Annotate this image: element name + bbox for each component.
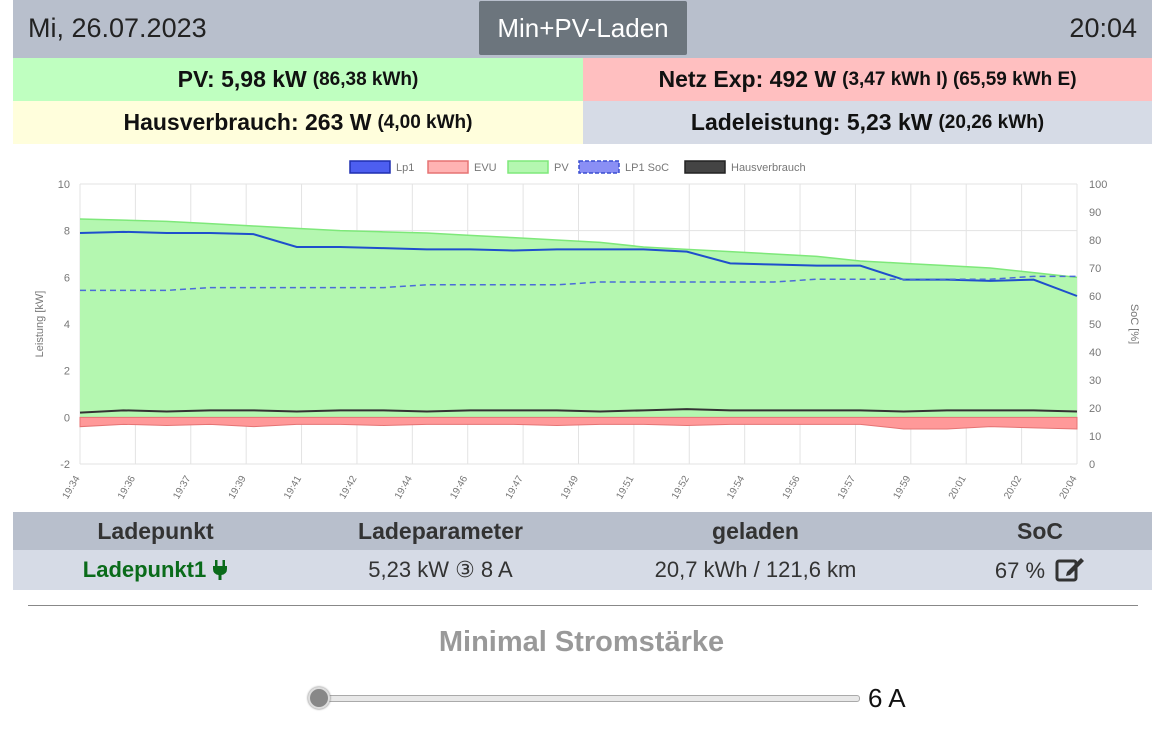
- header-date: Mi, 26.07.2023: [28, 13, 207, 43]
- house-summary: Hausverbrauch: 263 W (4,00 kWh): [13, 101, 583, 144]
- x-tick-label: 19:46: [448, 474, 470, 502]
- charge-power: Ladeleistung: 5,23 kW: [690, 109, 933, 135]
- x-tick-label: 20:02: [1002, 474, 1024, 502]
- header-parameters: Ladeparameter: [358, 517, 523, 544]
- y2-tick-label: 60: [1089, 291, 1101, 303]
- min-current-slider-track[interactable]: [318, 695, 860, 702]
- legend-swatch: [427, 160, 469, 174]
- x-tick-label: 19:57: [836, 474, 858, 502]
- charge-energy: (20,26 kWh): [938, 111, 1045, 133]
- evu-area: [79, 416, 1078, 430]
- header-time: 20:04: [1069, 13, 1137, 43]
- legend-swatch: [349, 160, 391, 174]
- edit-icon[interactable]: [1055, 556, 1085, 582]
- x-tick-label: 19:51: [614, 474, 636, 502]
- y-tick-label: 10: [58, 179, 70, 191]
- y2-tick-label: 100: [1089, 179, 1107, 191]
- house-line: [79, 408, 1078, 414]
- table-row: Ladepunkt1 5,23 kW ③ 8 A 20,7 kWh / 121,…: [13, 550, 1152, 590]
- grid-summary: Netz Exp: 492 W (3,47 kWh I) (65,59 kWh …: [583, 58, 1152, 101]
- legend-label: Hausverbrauch: [731, 162, 806, 174]
- x-tick-label: 19:59: [891, 474, 913, 502]
- y2-tick-label: 50: [1089, 319, 1101, 331]
- y-tick-label: 0: [64, 412, 70, 424]
- y-tick-label: 2: [64, 366, 70, 378]
- pv-summary: PV: 5,98 kW (86,38 kWh): [13, 58, 583, 101]
- min-current-slider-thumb[interactable]: [308, 687, 330, 709]
- min-current-title: Minimal Stromstärke: [438, 626, 725, 658]
- y2-tick-label: 40: [1089, 347, 1101, 359]
- y2-tick-label: 30: [1089, 375, 1101, 387]
- charge-mode-button[interactable]: Min+PV-Laden: [479, 1, 687, 55]
- x-tick-label: 19:36: [116, 474, 138, 502]
- soc-line: [80, 275, 1077, 292]
- y2-tick-label: 20: [1089, 403, 1101, 415]
- pv-power: PV: 5,98 kW: [177, 66, 307, 92]
- chargepoint-link[interactable]: Ladepunkt1: [83, 557, 228, 583]
- x-tick-label: 19:34: [61, 474, 83, 502]
- y2-tick-label: 10: [1089, 431, 1101, 443]
- soc-cell: 67 %: [928, 556, 1152, 584]
- charge-summary: Ladeleistung: 5,23 kW (20,26 kWh): [583, 101, 1152, 144]
- y2-axis-title: SoC [%]: [1128, 304, 1140, 344]
- header-chargepoint: Ladepunkt: [97, 517, 214, 544]
- y-tick-label: 4: [64, 319, 70, 331]
- x-tick-label: 19:47: [504, 474, 526, 502]
- chargepoint-table: Ladepunkt Ladeparameter geladen SoC Lade…: [13, 512, 1152, 590]
- x-tick-label: 19:39: [227, 474, 249, 502]
- pv-energy: (86,38 kWh): [312, 68, 419, 90]
- legend-swatch: [578, 160, 620, 174]
- grid-energy: (3,47 kWh I) (65,59 kWh E): [842, 68, 1077, 90]
- x-tick-label: 20:04: [1058, 474, 1080, 502]
- y2-tick-label: 0: [1089, 459, 1095, 471]
- charge-parameters: 5,23 kW ③ 8 A: [368, 557, 513, 582]
- header-soc: SoC: [1017, 517, 1063, 544]
- legend-swatch: [507, 160, 549, 174]
- y2-tick-label: 80: [1089, 235, 1101, 247]
- y-tick-label: 6: [64, 272, 70, 284]
- x-tick-label: 19:52: [670, 474, 692, 502]
- header-charged: geladen: [712, 517, 799, 544]
- y-tick-label: 8: [64, 226, 70, 238]
- house-power: Hausverbrauch: 263 W: [123, 109, 372, 135]
- legend-label: Lp1: [396, 162, 414, 174]
- y-axis-title: Leistung [kW]: [34, 291, 46, 358]
- grid-power: Netz Exp: 492 W: [658, 66, 837, 92]
- section-divider: [28, 605, 1138, 606]
- x-tick-label: 19:42: [338, 474, 360, 502]
- y2-tick-label: 90: [1089, 207, 1101, 219]
- x-tick-label: 19:41: [282, 474, 304, 502]
- legend-swatch: [684, 160, 726, 174]
- x-tick-label: 19:54: [725, 474, 747, 502]
- house-energy: (4,00 kWh): [377, 111, 473, 133]
- pv-area: [80, 219, 1077, 418]
- y2-tick-label: 70: [1089, 263, 1101, 275]
- x-tick-label: 20:01: [947, 474, 969, 502]
- x-tick-label: 19:49: [559, 474, 581, 502]
- charged-energy: 20,7 kWh / 121,6 km: [654, 557, 857, 582]
- legend-label: LP1 SoC: [625, 162, 669, 174]
- legend-label: EVU: [474, 162, 497, 174]
- y-tick-label: -2: [60, 459, 70, 471]
- x-tick-label: 19:37: [171, 474, 193, 502]
- min-current-value: 6 A: [868, 683, 906, 713]
- pv-line: [79, 218, 1078, 279]
- header-bar: Mi, 26.07.2023 Min+PV-Laden 20:04: [13, 0, 1152, 58]
- plug-icon: [213, 560, 228, 580]
- table-header: Ladepunkt Ladeparameter geladen SoC: [13, 512, 1152, 550]
- legend-label: PV: [554, 162, 569, 174]
- x-tick-label: 19:44: [393, 474, 415, 502]
- soc-value: 67 %: [994, 558, 1046, 583]
- chargepoint-name: Ladepunkt1: [82, 557, 207, 582]
- x-tick-label: 19:56: [781, 474, 803, 502]
